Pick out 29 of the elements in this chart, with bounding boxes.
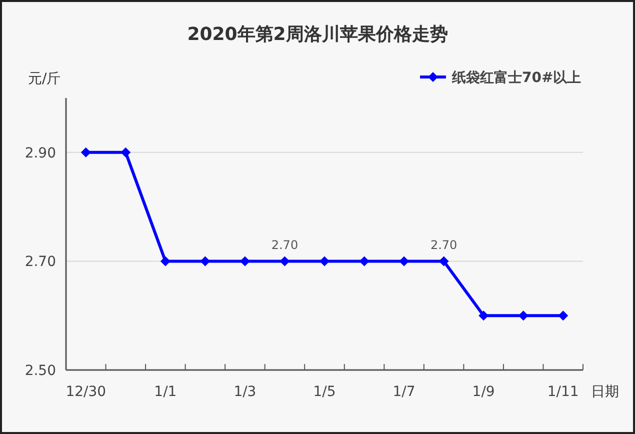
point xyxy=(518,310,528,321)
x-tick-label: 1/7 xyxy=(392,384,416,400)
x-axis-title: 日期 xyxy=(591,384,619,400)
point xyxy=(160,256,170,266)
x-tick-label: 1/5 xyxy=(313,384,336,400)
y-tick-label: 2.70 xyxy=(24,254,56,270)
point xyxy=(240,256,250,266)
legend-label: 纸袋红富士70#以上 xyxy=(451,69,582,86)
data-label: 2.70 xyxy=(430,238,458,252)
point xyxy=(200,256,210,266)
x-tick-label: 1/11 xyxy=(547,384,579,400)
x-tick-label: 12/30 xyxy=(66,384,106,400)
point xyxy=(320,256,330,266)
point xyxy=(438,256,449,266)
point xyxy=(80,147,91,158)
point xyxy=(399,256,410,266)
point xyxy=(478,310,489,321)
x-tick-label: 1/3 xyxy=(234,384,256,400)
y-axis-title: 元/斤 xyxy=(28,71,61,87)
point xyxy=(280,256,290,266)
data-label: 2.70 xyxy=(271,238,298,252)
point xyxy=(120,147,131,158)
x-tick-label: 1/9 xyxy=(472,384,495,400)
y-tick-label: 2.90 xyxy=(24,145,56,162)
point xyxy=(359,256,370,266)
x-tick-label: 1/1 xyxy=(154,384,177,400)
chart-title: 2020年第2周洛川苹果价格走势 xyxy=(187,24,448,45)
point xyxy=(558,310,568,321)
y-tick-label: 2.50 xyxy=(24,363,56,379)
